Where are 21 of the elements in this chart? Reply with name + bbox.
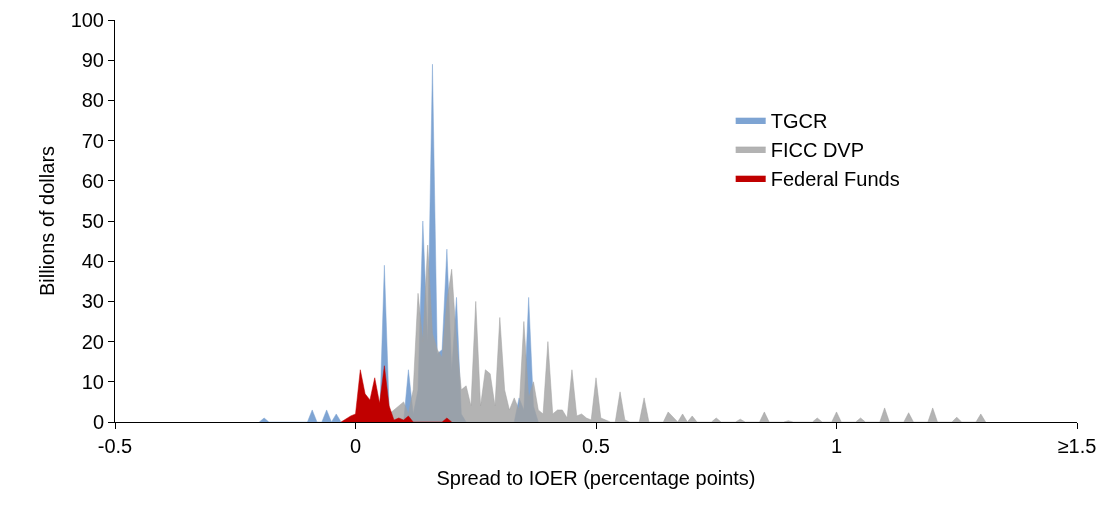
y-tick-label: 70	[81, 129, 104, 152]
y-tick-label: 80	[81, 89, 104, 112]
x-tick-label: 0.5	[582, 435, 610, 457]
y-tick-label: 10	[81, 370, 104, 393]
y-tick-label: 30	[81, 290, 104, 313]
y-axis-title: Billions of dollars	[36, 145, 59, 297]
legend-label: FICC DVP	[770, 138, 865, 161]
y-tick-label: 20	[81, 330, 104, 353]
y-tick-label: 90	[81, 49, 104, 72]
x-axis-title: Spread to IOER (percentage points)	[436, 466, 756, 489]
y-tick-label: 60	[81, 169, 104, 192]
y-tick-label: 40	[81, 250, 104, 273]
legend-label: Federal Funds	[770, 167, 900, 190]
y-tick-label: 100	[70, 9, 104, 31]
legend-label: TGCR	[770, 109, 828, 132]
x-tick-label: 1	[830, 435, 843, 457]
y-tick-label: 0	[92, 411, 104, 433]
x-tick-label: ≥1.5	[1057, 435, 1097, 457]
x-tick-label: -0.5	[97, 435, 133, 457]
x-tick-label: 0	[349, 435, 362, 457]
y-tick-label: 50	[81, 210, 104, 232]
